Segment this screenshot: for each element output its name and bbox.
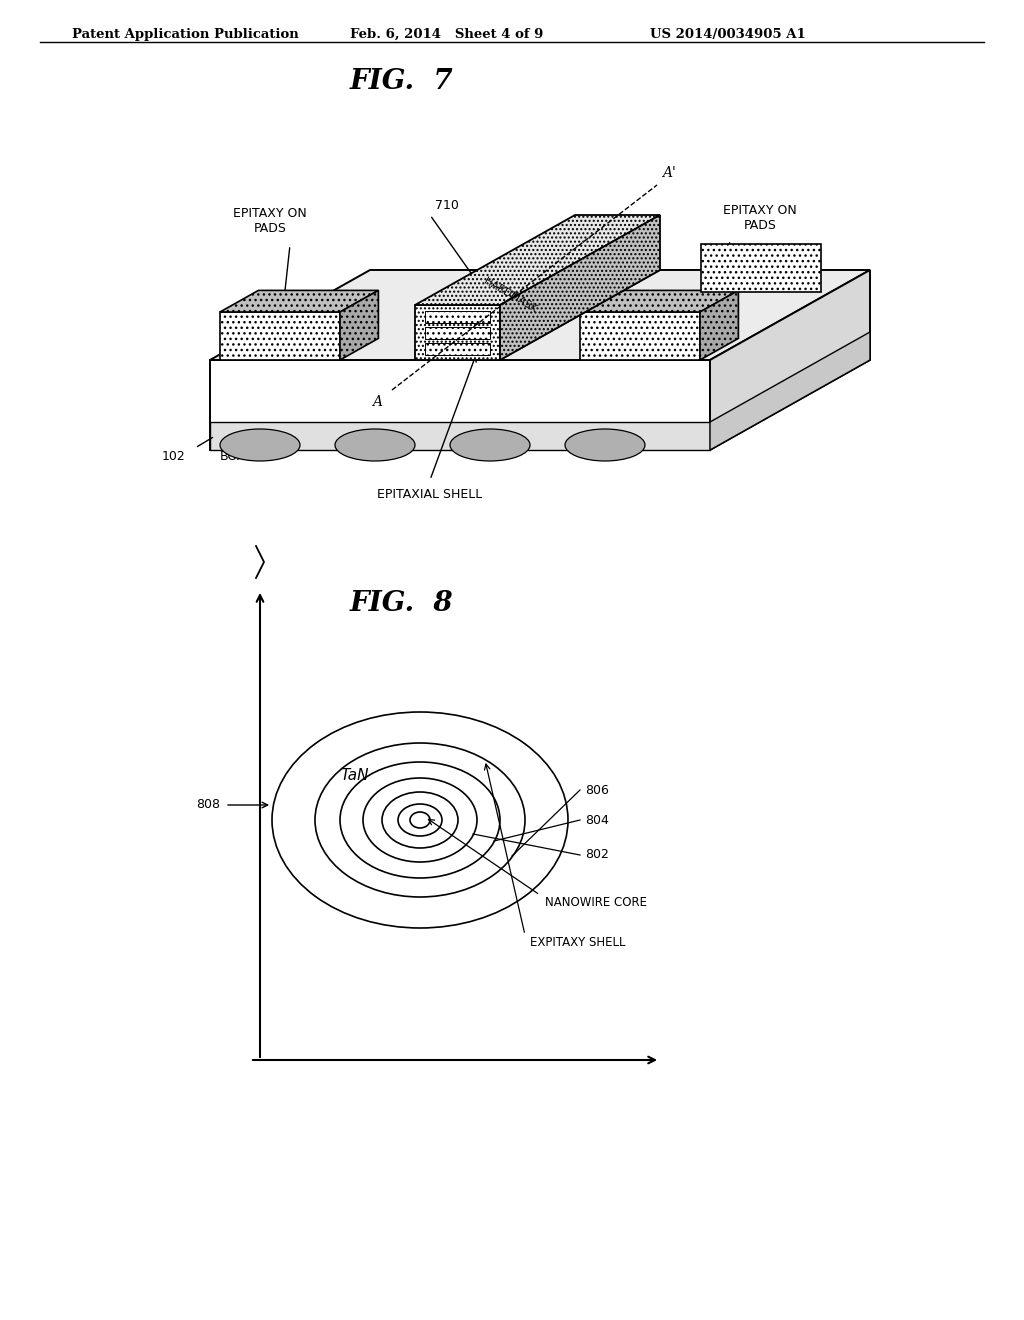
Text: 702: 702	[545, 281, 569, 293]
Ellipse shape	[220, 429, 300, 461]
Text: NANOWIRE CORE: NANOWIRE CORE	[545, 895, 647, 908]
Text: 710: 710	[435, 199, 459, 213]
Text: 808: 808	[196, 799, 220, 812]
Polygon shape	[425, 343, 490, 355]
Polygon shape	[415, 305, 500, 360]
Ellipse shape	[335, 429, 415, 461]
Text: Patent Application Publication: Patent Application Publication	[72, 28, 299, 41]
Text: 804: 804	[585, 813, 609, 826]
Text: BOX: BOX	[220, 450, 246, 463]
Text: A: A	[372, 395, 382, 409]
Text: FIG.  7: FIG. 7	[350, 69, 454, 95]
Polygon shape	[340, 290, 379, 360]
Text: Feb. 6, 2014   Sheet 4 of 9: Feb. 6, 2014 Sheet 4 of 9	[350, 28, 544, 41]
Text: US 2014/0034905 A1: US 2014/0034905 A1	[650, 28, 806, 41]
Ellipse shape	[565, 429, 645, 461]
Polygon shape	[580, 290, 738, 312]
Ellipse shape	[450, 429, 530, 461]
Polygon shape	[210, 271, 870, 360]
Text: EXPITAXY SHELL: EXPITAXY SHELL	[530, 936, 626, 949]
Text: TaN: TaN	[341, 767, 370, 783]
Polygon shape	[500, 215, 660, 360]
Text: EPITAXIAL SHELL: EPITAXIAL SHELL	[378, 488, 482, 502]
Polygon shape	[425, 312, 490, 323]
Text: 802: 802	[585, 849, 609, 862]
Polygon shape	[710, 271, 870, 450]
Text: HARDMASK: HARDMASK	[481, 276, 539, 314]
Polygon shape	[710, 333, 870, 450]
Text: EPITAXY ON
PADS: EPITAXY ON PADS	[723, 205, 797, 232]
Polygon shape	[210, 360, 710, 450]
Polygon shape	[415, 271, 660, 360]
Polygon shape	[701, 244, 821, 292]
Text: FIG.  8: FIG. 8	[350, 590, 454, 616]
Polygon shape	[415, 215, 660, 305]
Polygon shape	[700, 290, 738, 360]
Text: 806: 806	[585, 784, 609, 796]
Text: A': A'	[662, 166, 676, 180]
Text: EPITAXY ON
PADS: EPITAXY ON PADS	[233, 207, 307, 235]
Polygon shape	[425, 327, 490, 339]
Polygon shape	[220, 290, 379, 312]
Polygon shape	[210, 422, 710, 450]
Polygon shape	[580, 312, 700, 360]
Text: 102: 102	[161, 450, 185, 463]
Polygon shape	[220, 312, 340, 360]
